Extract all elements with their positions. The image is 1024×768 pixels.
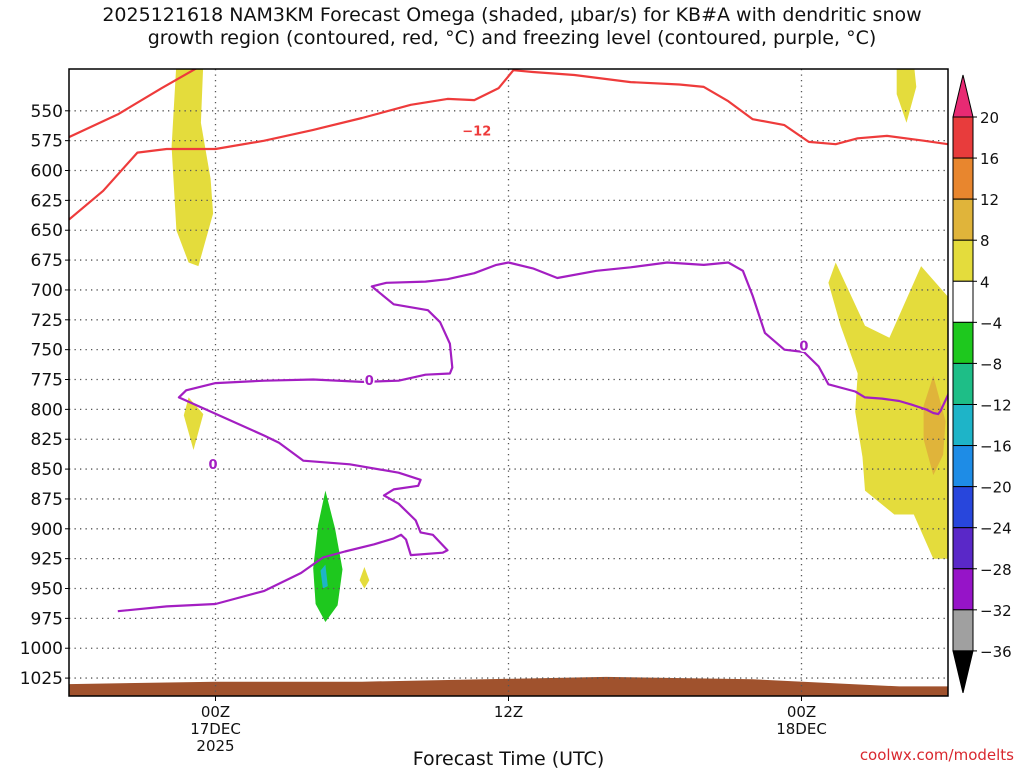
colorbar-tick-label: −36: [980, 643, 1012, 661]
freezing-level-label: 0: [209, 458, 218, 473]
x-tick-label: 17DEC: [190, 720, 241, 738]
colorbar-segment: [952, 403, 974, 447]
omega-shade-9: [1007, 63, 1017, 87]
colorbar-segment: [952, 116, 974, 159]
omega-shade-6: [923, 375, 946, 476]
colorbar-tick-label: −24: [980, 520, 1012, 538]
dendritic-growth-top-label: −12: [462, 125, 491, 140]
colorbar-tick-label: −12: [980, 396, 1012, 414]
x-tick-label: 2025: [196, 737, 234, 755]
colorbar-segment: [952, 280, 974, 323]
freezing-level-label: 0: [365, 374, 374, 389]
colorbar-segment: [952, 239, 974, 282]
y-tick-label: 650: [31, 221, 63, 241]
x-tick-label: 00Z: [201, 703, 230, 721]
colorbar-tick-label: −20: [980, 479, 1012, 497]
colorbar-segment: [952, 198, 974, 241]
x-axis-label: Forecast Time (UTC): [413, 748, 604, 768]
x-tick-label: 00Z: [787, 703, 816, 721]
colorbar-segment: [952, 650, 974, 694]
colorbar-tick-label: −16: [980, 438, 1012, 456]
colorbar-segment: [952, 527, 974, 570]
colorbar-tick-label: −8: [980, 355, 1002, 373]
colorbar-tick-label: 4: [980, 273, 990, 291]
x-tick-label: 12Z: [494, 703, 523, 721]
freezing-level-contour: [117, 261, 948, 613]
y-tick-label: 950: [31, 580, 63, 600]
y-tick-label: 625: [31, 191, 63, 211]
y-tick-label: 550: [31, 102, 63, 122]
plot-area: −12−120000: [69, 63, 1017, 696]
freezing-level-label: 0: [799, 340, 808, 355]
y-tick-label: 1025: [20, 669, 63, 689]
colorbar-segment: [952, 445, 974, 488]
colorbar-segment: [952, 321, 974, 364]
chart-title-line-1: 2025121618 NAM3KM Forecast Omega (shaded…: [102, 4, 922, 26]
colorbar-segment: [952, 568, 974, 611]
y-tick-label: 800: [31, 400, 63, 420]
y-tick-label: 925: [31, 550, 63, 570]
colorbar-segment: [952, 74, 974, 118]
chart-title-line-2: growth region (contoured, red, °C) and f…: [147, 27, 877, 49]
y-tick-label: 600: [31, 162, 63, 182]
omega-shade-5: [828, 262, 948, 559]
chart-title: 2025121618 NAM3KM Forecast Omega (shaded…: [0, 4, 1024, 50]
colorbar-tick-label: 16: [980, 150, 999, 168]
colorbar-segment: [952, 609, 974, 652]
colorbar-segment: [952, 157, 974, 200]
x-tick-label: 18DEC: [776, 720, 827, 738]
y-tick-label: 875: [31, 490, 63, 510]
colorbar-tick-label: −32: [980, 602, 1012, 620]
credit-url[interactable]: coolwx.com/modelts: [859, 746, 1014, 764]
colorbar-tick-label: 12: [980, 191, 999, 209]
omega-shade-8: [896, 69, 917, 123]
y-tick-label: 900: [31, 520, 63, 540]
terrain: [69, 676, 948, 696]
y-tick-label: 1000: [20, 639, 63, 659]
y-tick-label: 975: [31, 609, 63, 629]
colorbar-tick-label: −28: [980, 561, 1012, 579]
y-tick-label: 850: [31, 460, 63, 480]
colorbar-segment: [952, 362, 974, 405]
omega-shade-0: [171, 69, 214, 267]
omega-shade-1: [183, 397, 204, 450]
y-tick-label: 725: [31, 311, 63, 331]
colorbar-tick-label: 20: [980, 109, 999, 127]
colorbar-tick-label: −4: [980, 314, 1002, 332]
colorbar-tick-label: 8: [980, 232, 990, 250]
omega-shade-4: [359, 567, 370, 589]
y-tick-label: 675: [31, 251, 63, 271]
y-tick-label: 775: [31, 371, 63, 391]
colorbar-segment: [952, 486, 974, 529]
y-tick-label: 700: [31, 281, 63, 301]
y-tick-label: 750: [31, 341, 63, 361]
omega-shade-3: [320, 564, 328, 589]
dendritic-growth-bottom-contour: [69, 69, 948, 221]
y-tick-label: 825: [31, 430, 63, 450]
dendritic-growth-top-contour: [69, 69, 198, 139]
y-tick-label: 575: [31, 132, 63, 152]
colorbar: 20 16 12 8 4 −4 −8 −12 −16 −20 −24 −28 −32 −36: [952, 74, 1012, 694]
